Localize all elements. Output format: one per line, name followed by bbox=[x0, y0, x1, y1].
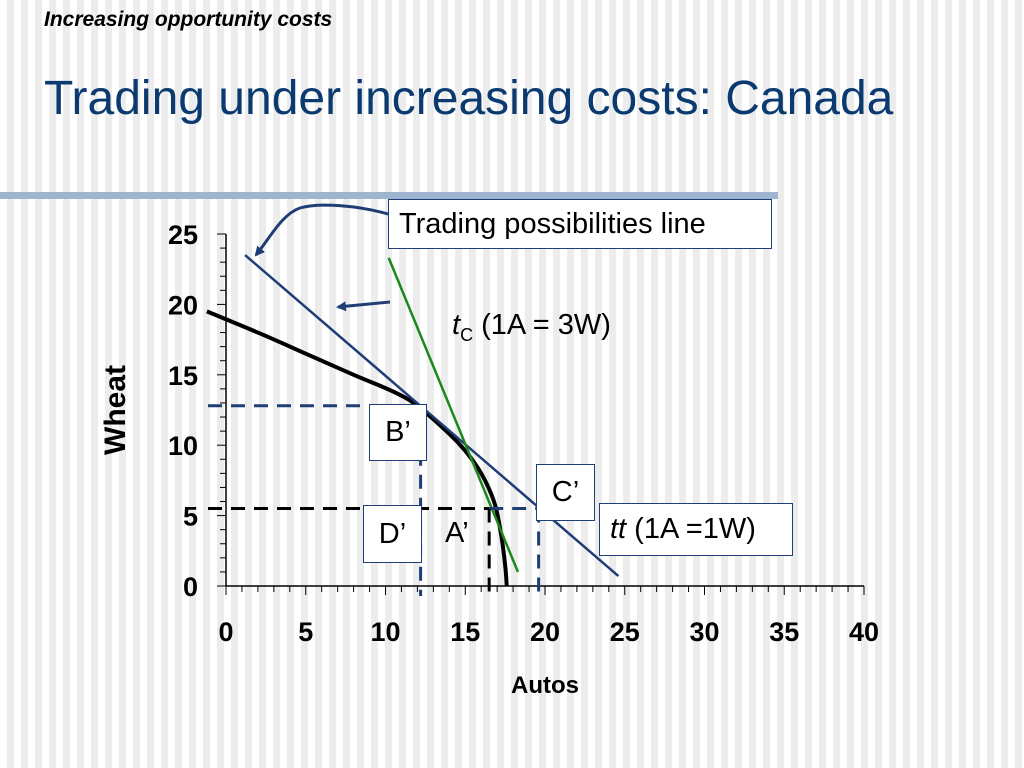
x-axis-label: Autos bbox=[511, 672, 579, 699]
tt-symbol: tt bbox=[610, 513, 627, 545]
x-tick-label: 25 bbox=[610, 617, 640, 647]
tt-line-callout: tt (1A =1W) bbox=[599, 503, 793, 556]
callout-arrow-straight bbox=[336, 300, 391, 312]
y-tick-label: 25 bbox=[168, 220, 198, 250]
point-c-label: C’ bbox=[536, 464, 595, 521]
x-tick-label: 10 bbox=[370, 617, 400, 647]
slide-kicker: Increasing opportunity costs bbox=[44, 8, 333, 31]
x-tick-label: 20 bbox=[530, 617, 560, 647]
trading-possibilities-line bbox=[244, 254, 620, 578]
x-tick-label: 0 bbox=[218, 617, 233, 647]
slide-title: Trading under increasing costs: Canada bbox=[44, 72, 894, 125]
tt-rate: (1A =1W) bbox=[626, 513, 756, 545]
point-b-label: B’ bbox=[369, 404, 427, 461]
tc-rate: (1A = 3W) bbox=[473, 309, 611, 341]
point-a-label: A’ bbox=[445, 517, 469, 549]
y-tick-label: 0 bbox=[183, 572, 198, 602]
title-divider bbox=[0, 192, 778, 199]
y-tick-label: 5 bbox=[183, 502, 198, 532]
tc-line bbox=[387, 257, 520, 573]
x-tick-label: 40 bbox=[849, 617, 879, 647]
x-tick-label: 35 bbox=[769, 617, 799, 647]
x-tick-label: 5 bbox=[298, 617, 313, 647]
tc-line-label: tC (1A = 3W) bbox=[452, 309, 611, 346]
tc-subscript: C bbox=[460, 324, 474, 345]
tc-symbol: t bbox=[452, 309, 461, 341]
point-d-label: D’ bbox=[363, 505, 422, 563]
y-tick-label: 20 bbox=[168, 290, 198, 320]
trading-possibilities-callout: Trading possibilities line bbox=[388, 199, 772, 249]
y-axis-label: Wheat bbox=[99, 365, 132, 455]
y-tick-label: 15 bbox=[168, 361, 198, 391]
y-tick-label: 10 bbox=[168, 431, 198, 461]
x-tick-label: 15 bbox=[450, 617, 480, 647]
x-tick-label: 30 bbox=[689, 617, 719, 647]
callout-arrow-curved bbox=[254, 203, 389, 257]
